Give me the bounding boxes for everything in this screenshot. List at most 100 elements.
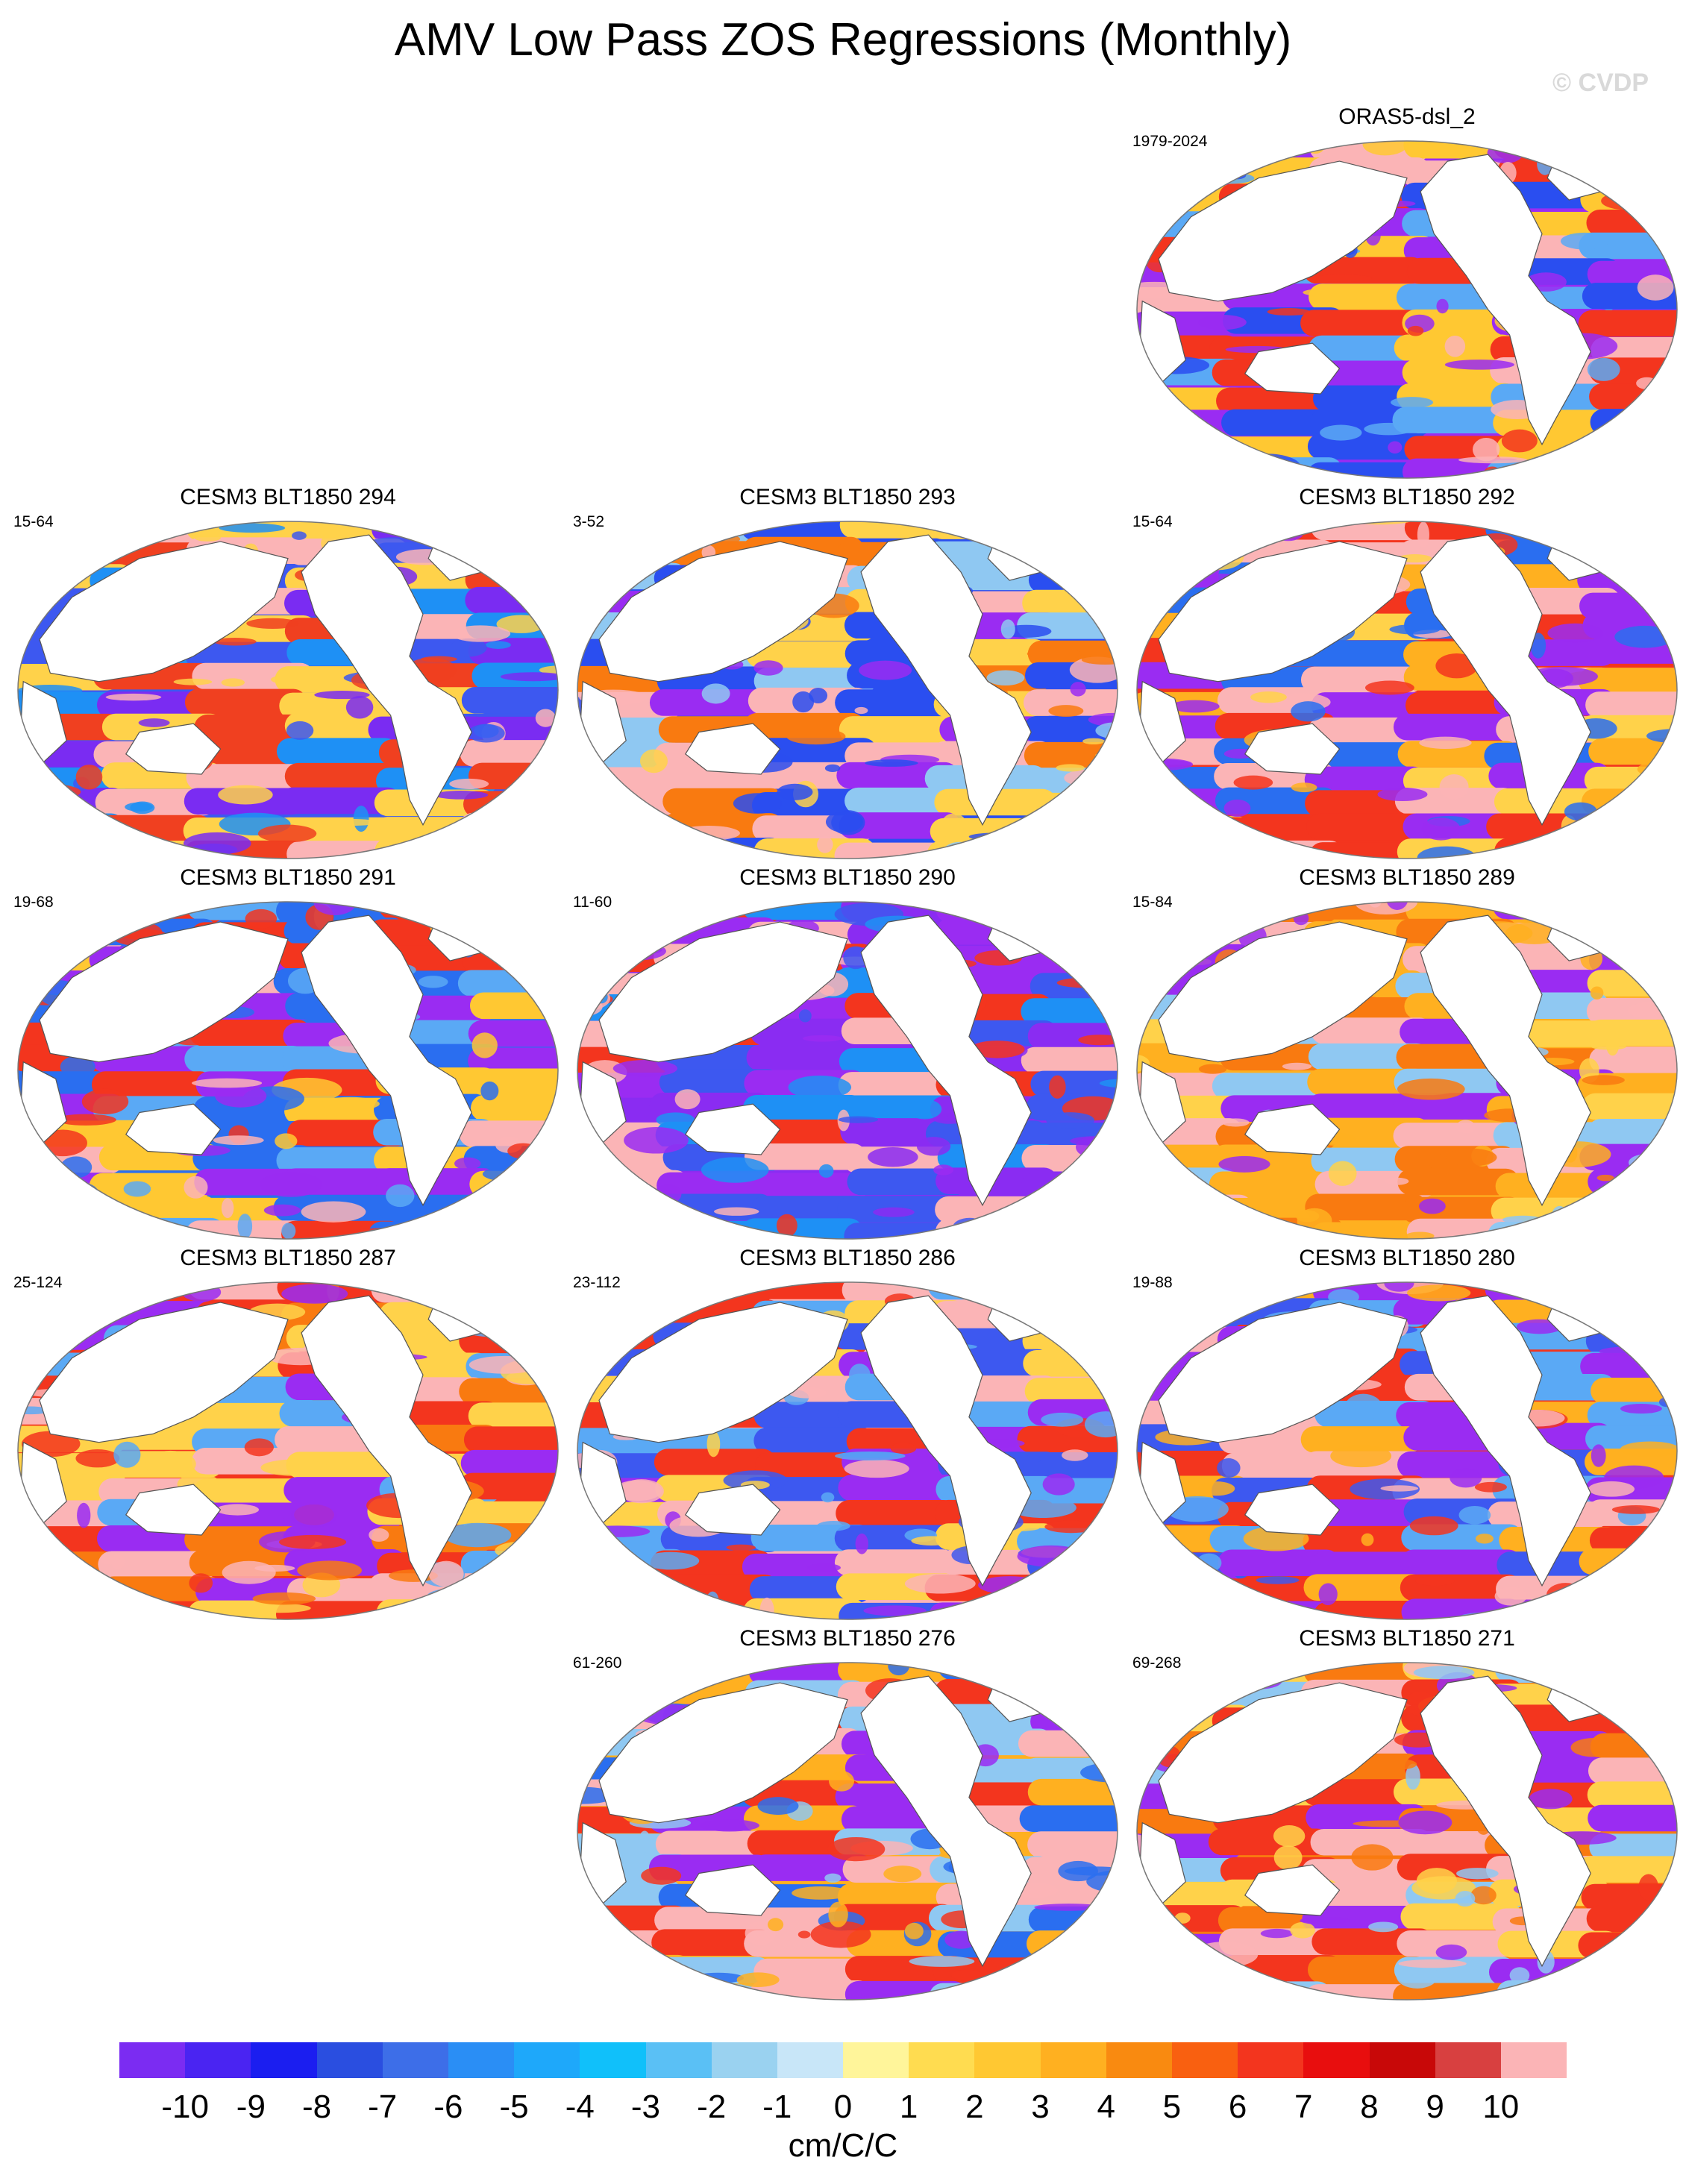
- field-patch: [1623, 1167, 1640, 1184]
- field-patch: [222, 1560, 276, 1584]
- field-patch: [1233, 775, 1273, 790]
- field-patch: [944, 902, 957, 907]
- field-patch: [1330, 1444, 1392, 1468]
- field-patch: [1137, 1361, 1153, 1375]
- field-patch: [1400, 1903, 1523, 1930]
- field-patch: [1075, 586, 1118, 597]
- field-patch: [718, 1275, 785, 1280]
- field-patch: [788, 1075, 852, 1099]
- field-patch: [1137, 437, 1248, 465]
- field-patch: [753, 1427, 876, 1455]
- field-patch: [1027, 1831, 1118, 1858]
- field-patch: [1019, 817, 1118, 844]
- field-patch: [55, 1114, 116, 1126]
- field-patch: [1392, 407, 1514, 433]
- field-patch: [838, 1116, 879, 1123]
- field-patch: [1250, 691, 1287, 703]
- field-patch: [194, 534, 221, 542]
- panel-title: CESM3 BLT1850 287: [180, 1246, 396, 1270]
- field-patch: [1581, 458, 1677, 478]
- field-patch: [1614, 625, 1675, 648]
- field-patch: [752, 1854, 874, 1881]
- field-patch: [221, 1198, 234, 1219]
- field-patch: [1655, 1939, 1677, 1948]
- field-patch: [173, 678, 213, 685]
- land-americas: [1420, 534, 1591, 826]
- land-americas: [860, 1295, 1032, 1587]
- field-patch: [512, 1282, 557, 1305]
- field-patch: [500, 672, 558, 682]
- field-patch: [1075, 1983, 1118, 1995]
- field-patch: [1256, 1576, 1300, 1584]
- field-patch: [577, 574, 613, 592]
- field-patch: [476, 1290, 496, 1316]
- panel-title: CESM3 BLT1850 289: [1299, 865, 1515, 890]
- field-patch: [1232, 1615, 1253, 1619]
- field-patch: [248, 1603, 311, 1613]
- field-patch: [1386, 902, 1408, 910]
- field-patch: [1577, 1856, 1677, 1883]
- land-americas: [860, 534, 1032, 826]
- ocean-map: [1136, 521, 1678, 859]
- field-patch: [377, 848, 407, 859]
- field-patch: [706, 1591, 719, 1613]
- field-patch: [1634, 184, 1677, 192]
- field-patch: [798, 1009, 812, 1023]
- field-patch: [577, 1282, 683, 1305]
- field-patch: [43, 800, 89, 812]
- colorbar-swatch: [514, 2042, 580, 2078]
- field-patch: [1583, 1683, 1677, 1710]
- field-patch: [66, 806, 101, 815]
- field-patch: [585, 1525, 651, 1537]
- field-patch: [1244, 533, 1282, 541]
- land-australia: [685, 1864, 781, 1916]
- panel-title: CESM3 BLT1850 276: [739, 1626, 956, 1651]
- field-patch: [1143, 1297, 1164, 1311]
- field-patch: [111, 902, 178, 911]
- field-patch: [1398, 1810, 1452, 1835]
- colorbar-swatch: [316, 2042, 383, 2078]
- field-patch: [868, 1147, 918, 1167]
- field-patch: [279, 787, 401, 815]
- field-patch: [1027, 647, 1082, 660]
- field-patch: [1137, 856, 1145, 859]
- field-patch: [1216, 387, 1338, 415]
- field-patch: [485, 641, 511, 649]
- land-australia: [125, 1484, 222, 1536]
- field-patch: [125, 802, 153, 812]
- field-patch: [1587, 260, 1677, 288]
- field-patch: [1486, 813, 1608, 841]
- field-patch: [446, 1211, 461, 1237]
- field-patch: [825, 811, 863, 833]
- field-patch: [1396, 1962, 1438, 1989]
- field-patch: [1614, 462, 1642, 474]
- field-patch: [1310, 521, 1433, 541]
- field-patch: [577, 1028, 583, 1039]
- field-patch: [907, 1099, 942, 1120]
- field-patch: [1590, 162, 1677, 189]
- land-americas: [1420, 914, 1591, 1207]
- field-patch: [113, 1441, 141, 1468]
- field-patch: [836, 1500, 958, 1527]
- field-patch: [1458, 1505, 1491, 1525]
- field-patch: [1022, 1599, 1118, 1619]
- field-patch: [1137, 459, 1242, 478]
- field-patch: [1564, 802, 1597, 821]
- field-patch: [701, 521, 734, 539]
- colorbar-tick-label: -4: [565, 2089, 595, 2125]
- field-patch: [1304, 766, 1427, 794]
- field-patch: [577, 1718, 604, 1728]
- field-patch: [742, 902, 864, 920]
- field-patch: [1470, 1886, 1497, 1905]
- field-patch: [1062, 1449, 1088, 1461]
- field-patch: [1578, 1222, 1677, 1239]
- field-patch: [714, 1207, 759, 1216]
- colorbar-swatch: [580, 2042, 646, 2078]
- field-patch: [1091, 1517, 1118, 1533]
- field-patch: [1497, 1980, 1619, 2000]
- field-patch: [1558, 141, 1576, 163]
- field-patch: [371, 1282, 493, 1303]
- field-patch: [651, 1982, 710, 1995]
- field-patch: [807, 1563, 841, 1572]
- field-patch: [257, 824, 317, 843]
